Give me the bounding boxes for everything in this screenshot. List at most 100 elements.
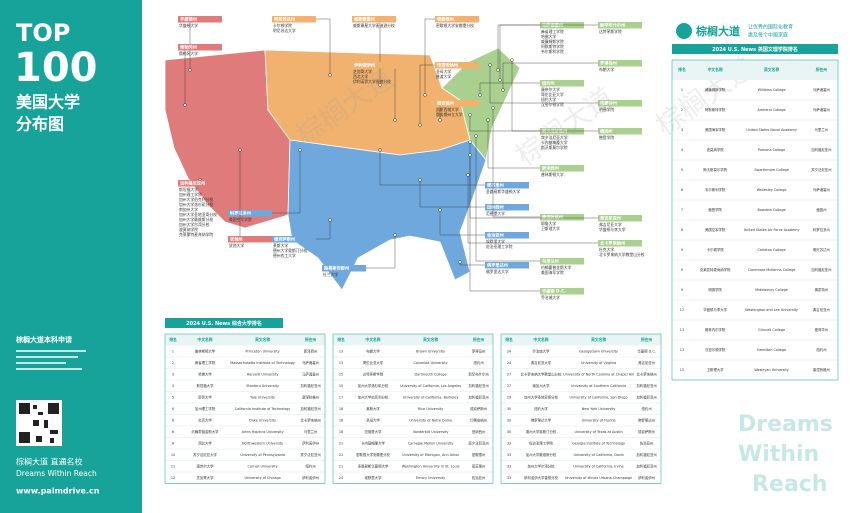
table-cell: 佐治亚州 xyxy=(640,440,654,445)
table-cell: Grinnell College xyxy=(758,328,785,332)
table-cell: Wellesley College xyxy=(757,188,787,192)
university-name: 犹他大学 xyxy=(229,243,244,248)
university-name: 加州大学戴维斯分校 xyxy=(179,217,213,222)
column-header: 中文名称 xyxy=(365,337,380,342)
university-name: 斯坦福大学 xyxy=(179,187,198,192)
table-cell: 加利福尼亚州 xyxy=(636,452,657,457)
table-cell: University of Notre Dame xyxy=(409,418,452,422)
university-name: 鲍登学院 xyxy=(599,135,614,140)
university-name: 埃默里大学 xyxy=(486,239,505,244)
table-cell: 南加州大学 xyxy=(533,383,551,388)
university-name: 德州大学奥斯汀分校 xyxy=(273,248,307,253)
state-header xyxy=(228,210,272,217)
table-cell: 加利福尼亚州 xyxy=(468,383,489,388)
table-cell: 33 xyxy=(507,476,511,480)
leader-line xyxy=(469,155,642,219)
state-header xyxy=(178,16,222,23)
leader-line xyxy=(366,235,396,269)
table-cell: 弗吉尼亚州 xyxy=(638,360,656,365)
table-cell: 马里兰州 xyxy=(304,429,318,434)
table-cell: 佐治亚理工学院 xyxy=(529,440,553,445)
table-cell: 6 xyxy=(681,188,683,192)
state-header xyxy=(178,44,222,51)
university-name: 弗吉尼亚大学 xyxy=(599,222,622,227)
university-name: 加州大学伯克利分校 xyxy=(179,197,213,202)
table-cell: 卫斯理大学 xyxy=(707,367,725,372)
state-name: 俄亥俄州 xyxy=(436,99,454,106)
state-name: 马里兰州 xyxy=(542,257,559,264)
university-name: 汉密尔顿学院 xyxy=(541,102,564,107)
university-name: 卡尔顿学院 xyxy=(273,23,292,28)
promo-line xyxy=(16,356,78,358)
university-name: 威廉姆斯学院 xyxy=(541,39,564,44)
state-header xyxy=(540,80,584,87)
table-cell: 24 xyxy=(507,349,511,353)
table-cell: 韦尔斯利学院 xyxy=(705,187,726,192)
university-name: 莱斯大学 xyxy=(273,243,288,248)
state-header xyxy=(272,236,316,243)
table-cell: Cornell University xyxy=(248,464,278,468)
state-header xyxy=(485,204,529,211)
slogan-en: Dreams Within Reach xyxy=(16,469,97,478)
university-name: 普林斯顿大学 xyxy=(541,172,564,177)
state-name: 罗得岛州 xyxy=(600,59,617,66)
state-header xyxy=(228,236,272,243)
table-cell: 10 xyxy=(171,453,175,457)
column-header: 排名 xyxy=(337,337,345,342)
university-name: 俄勒冈大学 xyxy=(179,51,198,56)
table-cell: Brown University xyxy=(416,349,445,353)
table-cell: 康涅狄格州 xyxy=(302,394,320,399)
table-cell: University of California, San Diego xyxy=(570,395,628,399)
table-cell: 2 xyxy=(681,108,683,112)
university-name: 德州农工大学 xyxy=(273,253,296,258)
table-header-row xyxy=(165,334,325,346)
watermark: Within xyxy=(738,442,819,467)
table-cell: 马萨诸塞州 xyxy=(813,187,831,192)
title-cn: 分布图 xyxy=(16,115,64,134)
table-cell: 宾夕法尼亚州 xyxy=(468,440,489,445)
table-border xyxy=(500,333,662,484)
table-cell: California Institute of Technology xyxy=(235,407,291,411)
column-header: 中文名称 xyxy=(533,337,548,342)
table-cell: 30 xyxy=(507,430,511,434)
state-header xyxy=(352,16,396,23)
state-name: 俄勒冈州 xyxy=(179,43,197,50)
university-name: 圣路易斯华盛顿大学 xyxy=(486,189,520,194)
state-name: 科罗拉多州 xyxy=(230,209,251,216)
table-cell: 汉密尔顿学院 xyxy=(705,347,726,352)
location-dot xyxy=(478,93,482,97)
table-cell: United States Naval Academy xyxy=(746,128,797,132)
title-top: TOP xyxy=(16,19,70,47)
table-cell: 21 xyxy=(339,453,343,457)
table-cell: 弗吉尼亚州 xyxy=(813,307,831,312)
state-name: 密歇根州 xyxy=(437,15,454,22)
table-cell: 加利福尼亚州 xyxy=(811,267,832,272)
table-cell: 13 xyxy=(680,348,684,352)
table-cell: Wesleyan University xyxy=(754,368,788,372)
brand-name: 棕榈大道 xyxy=(695,24,740,38)
table-header-row xyxy=(501,334,661,346)
table-cell: Carnegie Mellon University xyxy=(408,441,454,445)
university-name: 加州大学尔湾分校 xyxy=(179,222,210,227)
table-cell: 30 xyxy=(507,407,511,411)
table-cell: 18 xyxy=(339,407,343,411)
table-cell: 伊利诺伊州 xyxy=(638,475,656,480)
state-label: 加利福尼亚州斯坦福大学加州理工学院加州大学伯克利分校加州大学洛杉矶分校南加州大学… xyxy=(178,178,222,237)
table-cell: 斯坦福大学 xyxy=(197,383,215,388)
qr-code xyxy=(16,400,62,446)
location-dot xyxy=(328,73,332,77)
table-cell: 埃默里大学 xyxy=(365,475,383,480)
table-cell: 范德堡大学 xyxy=(365,429,383,434)
region-south xyxy=(287,139,487,291)
state-name: 华盛顿州 xyxy=(180,15,197,22)
table-cell: 33 xyxy=(507,464,511,468)
state-name: 北卡罗来纳州 xyxy=(600,239,625,246)
